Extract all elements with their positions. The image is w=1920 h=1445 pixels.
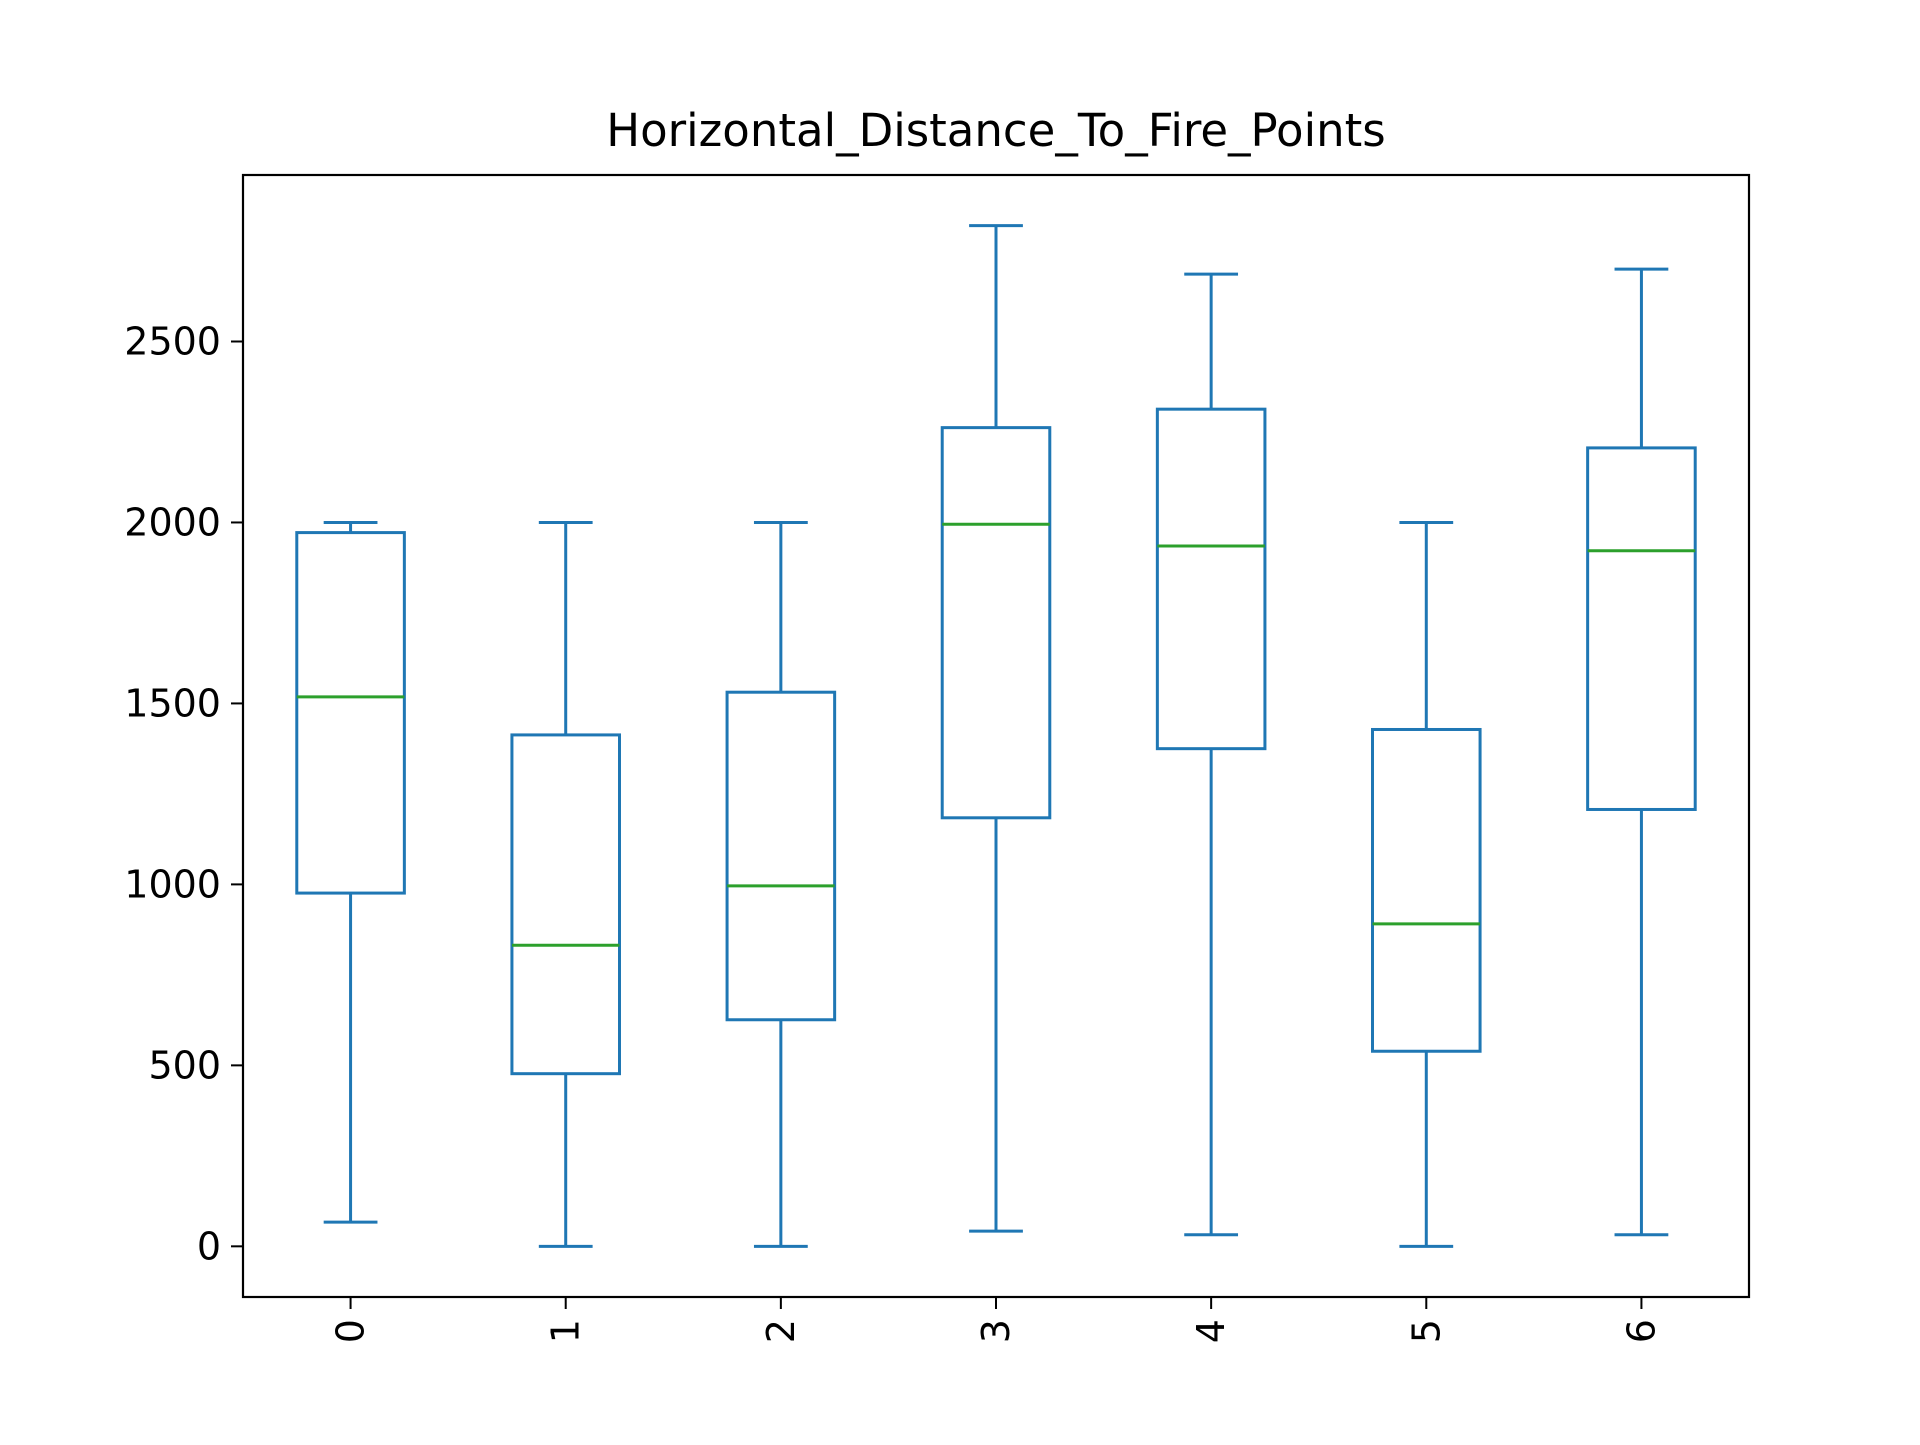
box-iqr xyxy=(940,426,1052,820)
x-tick-label: 0 xyxy=(329,1319,373,1343)
box-iqr xyxy=(1371,727,1482,1053)
y-tick-label: 1000 xyxy=(124,862,221,906)
plot-area xyxy=(295,224,1697,1248)
x-axis: 0 1 2 3 4 5 6 xyxy=(329,1297,1663,1343)
x-tick-label: 2 xyxy=(759,1319,803,1343)
x-tick-label: 3 xyxy=(974,1319,1018,1343)
box-group-5 xyxy=(1371,520,1482,1248)
box-iqr xyxy=(725,690,837,1022)
y-tick-label: 1500 xyxy=(124,681,221,725)
box-iqr xyxy=(1586,446,1697,811)
y-tick-label: 2000 xyxy=(124,500,221,544)
x-tick-label: 1 xyxy=(544,1319,588,1343)
y-tick-label: 0 xyxy=(197,1224,221,1268)
x-tick-label: 6 xyxy=(1619,1319,1663,1343)
box-iqr xyxy=(510,733,621,1076)
box-iqr xyxy=(295,531,406,895)
box-group-4 xyxy=(1155,272,1267,1237)
chart-title: Horizontal_Distance_To_Fire_Points xyxy=(606,104,1385,157)
x-tick-label: 4 xyxy=(1189,1319,1233,1343)
box-group-6 xyxy=(1586,267,1697,1237)
box-iqr xyxy=(1155,407,1267,751)
box-group-0 xyxy=(295,520,406,1224)
box-group-3 xyxy=(940,224,1052,1233)
y-tick-label: 2500 xyxy=(124,319,221,363)
y-axis: 0 500 1000 1500 2000 2500 xyxy=(124,319,243,1268)
y-tick-label: 500 xyxy=(148,1043,221,1087)
box-group-2 xyxy=(725,520,837,1248)
x-tick-label: 5 xyxy=(1404,1319,1448,1343)
box-group-1 xyxy=(510,520,621,1248)
